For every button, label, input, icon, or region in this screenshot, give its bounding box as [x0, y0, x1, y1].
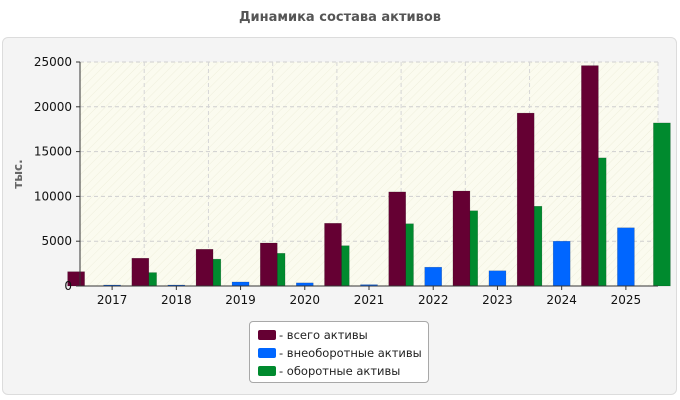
- y-axis-label: тыс.: [11, 159, 25, 188]
- y-tick-label: 10000: [34, 189, 72, 203]
- bar: [424, 266, 442, 287]
- x-tick-label: 2017: [97, 293, 128, 307]
- x-tick-label: 2022: [418, 293, 449, 307]
- axes: 2017 2018 2019 2020 2021 2022 2023 2024 2025 0 500…: [34, 55, 658, 307]
- bar: [653, 122, 671, 287]
- legend-swatch-noncurrent: [258, 348, 276, 358]
- legend: - всего активы - внеоборотные активы - о…: [249, 321, 429, 383]
- chart-title: Динамика состава активов: [238, 10, 442, 25]
- plot-area-background: [80, 62, 658, 286]
- x-tick-label: 2024: [546, 293, 577, 307]
- bar: [324, 223, 342, 287]
- bar: [552, 240, 571, 287]
- bar-group: [67, 65, 671, 287]
- x-tick-label: 2018: [161, 293, 192, 307]
- legend-label-noncurrent: - внеоборотные активы: [279, 346, 422, 360]
- legend-swatch-total: [258, 330, 276, 340]
- y-tick-label: 25000: [34, 55, 72, 69]
- bar: [231, 281, 250, 287]
- x-tick-label: 2023: [482, 293, 513, 307]
- bar: [581, 65, 599, 287]
- y-tick-label: 15000: [34, 145, 72, 159]
- bar: [388, 191, 406, 287]
- legend-label-total: - всего активы: [279, 328, 368, 342]
- bar: [131, 257, 150, 287]
- bar: [488, 270, 507, 287]
- y-tick-label: 5000: [41, 234, 72, 248]
- x-tick-label: 2025: [611, 293, 642, 307]
- bar: [516, 112, 535, 287]
- legend-item-current: - оборотные активы: [258, 362, 428, 380]
- x-tick-label: 2020: [290, 293, 321, 307]
- x-tick-label: 2019: [225, 293, 256, 307]
- x-tick-label: 2021: [354, 293, 385, 307]
- legend-swatch-current: [258, 366, 276, 376]
- legend-item-total: - всего активы: [258, 326, 428, 344]
- bar: [195, 249, 214, 287]
- y-tick-label: 0: [64, 279, 72, 293]
- legend-label-current: - оборотные активы: [279, 364, 401, 378]
- bar: [260, 242, 278, 287]
- bar: [452, 190, 471, 287]
- y-tick-label: 20000: [34, 100, 72, 114]
- bar: [617, 227, 635, 287]
- legend-item-noncurrent: - внеоборотные активы: [258, 344, 428, 362]
